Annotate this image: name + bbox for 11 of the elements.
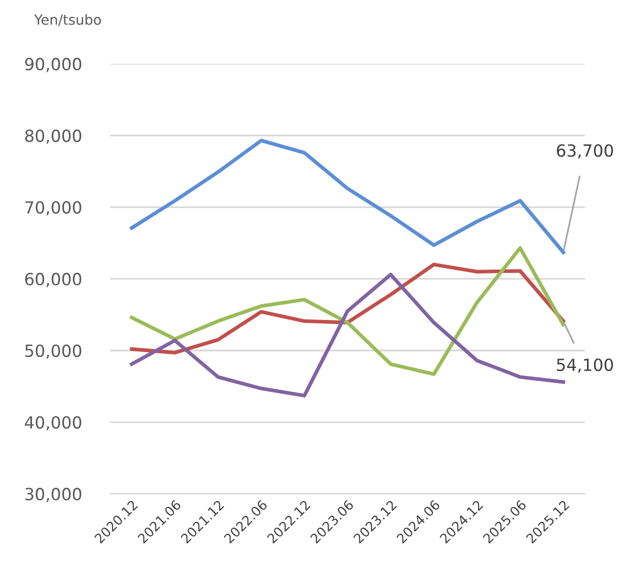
y-tick-label: 70,000 — [25, 201, 82, 216]
line-series — [130, 262, 566, 354]
annotation: 63,700 — [556, 144, 613, 159]
y-tick-label: 80,000 — [25, 129, 82, 144]
y-tick-label: 30,000 — [25, 488, 82, 502]
y-tick-label: 60,000 — [25, 272, 82, 288]
y-tick-label: 90,000 — [25, 58, 82, 72]
y-tick-label: 50,000 — [25, 344, 82, 359]
y-tick-label: 40,000 — [24, 416, 82, 430]
annotation: 54,100 — [557, 358, 613, 373]
y-axis-title: Yen/tsubo — [34, 14, 101, 26]
